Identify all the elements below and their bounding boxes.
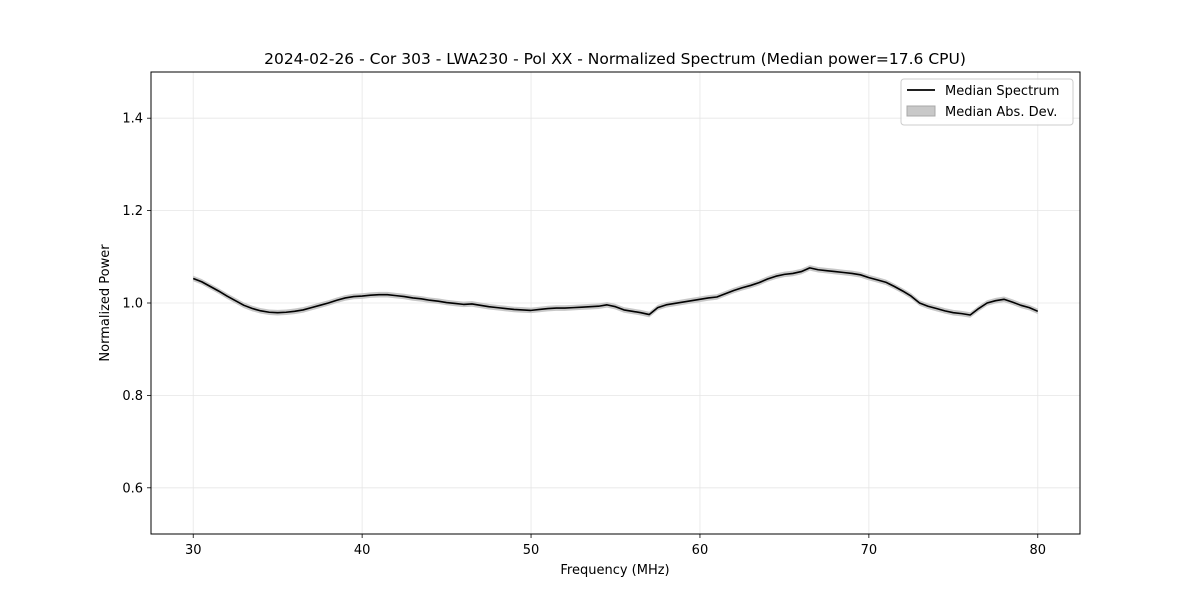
x-tick-label: 40	[354, 543, 371, 558]
x-tick-label: 60	[692, 543, 709, 558]
y-tick-label: 1.0	[122, 297, 143, 312]
y-tick-label: 1.2	[122, 204, 143, 219]
x-tick-label: 70	[861, 543, 878, 558]
x-tick-label: 50	[523, 543, 540, 558]
legend-median-spectrum-label: Median Spectrum	[945, 84, 1059, 99]
legend-median-abs-dev-label: Median Abs. Dev.	[945, 105, 1057, 120]
x-axis-label: Frequency (MHz)	[560, 563, 669, 578]
y-tick-label: 0.8	[122, 389, 143, 404]
chart-title: 2024-02-26 - Cor 303 - LWA230 - Pol XX -…	[264, 50, 966, 68]
y-tick-label: 0.6	[122, 481, 143, 496]
x-tick-label: 30	[185, 543, 202, 558]
y-axis-label: Normalized Power	[98, 244, 113, 362]
legend-median-abs-dev-swatch	[906, 105, 936, 117]
x-axis-ticks: 30 40 50 60 70 80	[185, 534, 1046, 558]
y-tick-label: 1.4	[122, 112, 143, 127]
legend: Median Spectrum Median Abs. Dev.	[900, 78, 1074, 126]
median-spectrum-line	[192, 267, 1039, 316]
series-line-group	[192, 267, 1039, 316]
x-tick-label: 80	[1029, 543, 1046, 558]
y-axis-ticks: 0.6 0.8 1.0 1.2 1.4	[122, 112, 151, 496]
legend-frame	[900, 78, 1074, 126]
